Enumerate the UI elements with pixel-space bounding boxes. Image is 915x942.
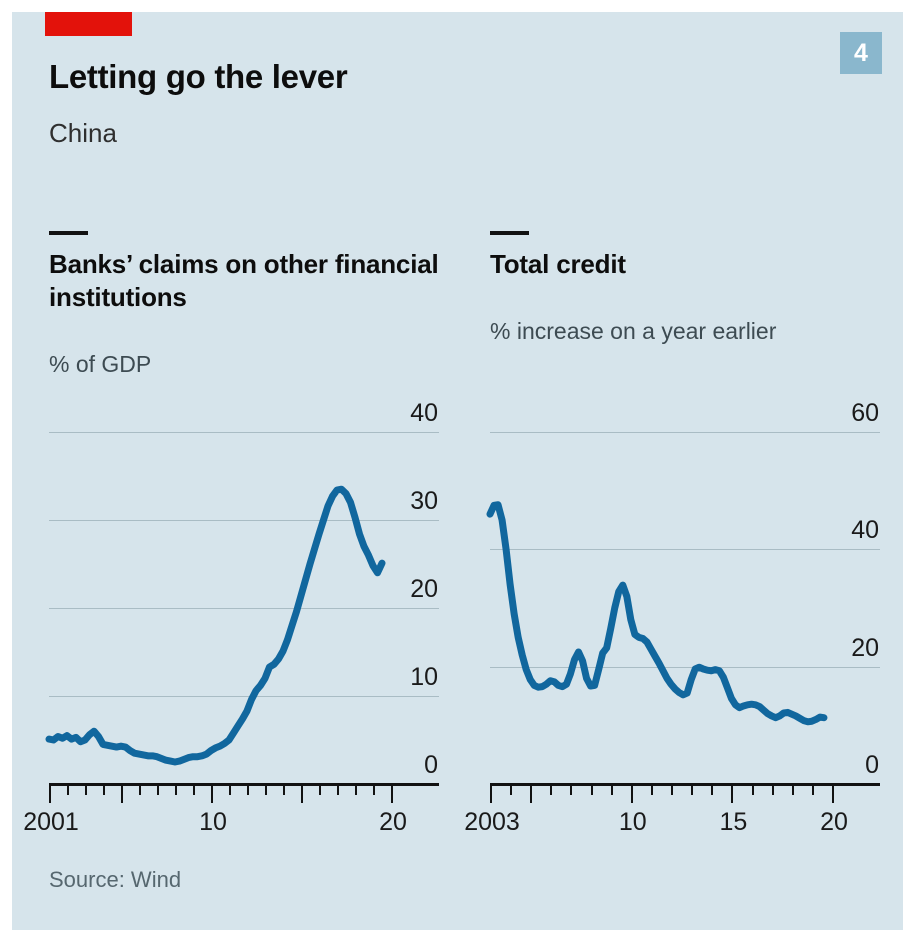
x-axis-minor-tick bbox=[811, 786, 814, 795]
x-axis-minor-tick bbox=[791, 786, 794, 795]
x-axis-tick-label: 20 bbox=[379, 808, 407, 836]
x-axis-minor-tick bbox=[550, 786, 553, 795]
x-axis-minor-tick bbox=[751, 786, 754, 795]
economist-red-tab bbox=[45, 12, 132, 36]
y-axis-tick-label: 40 bbox=[851, 516, 879, 545]
x-axis-tick-label: 20 bbox=[820, 808, 848, 836]
data-line bbox=[45, 485, 386, 766]
x-axis-minor-tick bbox=[283, 786, 285, 795]
x-axis-minor-tick bbox=[103, 786, 105, 795]
y-axis-tick-label: 0 bbox=[865, 751, 879, 779]
x-axis-minor-tick bbox=[711, 786, 714, 795]
page-title: Letting go the lever bbox=[49, 58, 348, 95]
x-axis-tick-label: 2003 bbox=[464, 808, 520, 836]
y-axis-tick-label: 10 bbox=[410, 663, 438, 691]
x-axis-minor-tick bbox=[510, 786, 513, 795]
x-axis-minor-tick bbox=[570, 786, 573, 795]
gridline bbox=[490, 432, 880, 433]
x-axis-minor-tick bbox=[590, 786, 593, 795]
y-axis-tick-label: 20 bbox=[410, 575, 438, 603]
x-axis-major-tick bbox=[211, 786, 213, 803]
x-axis-minor-tick bbox=[85, 786, 87, 795]
x-axis-tick-label: 15 bbox=[719, 808, 748, 836]
gridline bbox=[49, 520, 439, 521]
x-axis-minor-tick bbox=[650, 786, 653, 795]
y-axis-tick-label: 40 bbox=[410, 399, 438, 427]
panel-unit-label: % of GDP bbox=[49, 351, 152, 377]
panel-heading: Total credit bbox=[490, 249, 626, 279]
chart-banks-claims: 0 10 20 30 40 2001 10 20 bbox=[23, 399, 439, 836]
chart-total-credit: 0 20 40 60 2003 10 15 20 bbox=[464, 399, 880, 836]
x-axis-major-tick bbox=[490, 786, 492, 803]
panel-rule bbox=[490, 231, 529, 235]
y-axis-tick-label: 20 bbox=[851, 633, 879, 662]
x-axis-minor-tick bbox=[139, 786, 141, 795]
x-axis-minor-tick bbox=[771, 786, 774, 795]
gridline bbox=[49, 608, 439, 609]
panel-heading: Banks’ claims on other financial institu… bbox=[49, 249, 439, 312]
x-axis-minor-tick bbox=[610, 786, 613, 795]
y-axis-tick-label: 0 bbox=[424, 751, 438, 779]
x-axis-minor-tick bbox=[265, 786, 267, 795]
x-axis-tick-label: 2001 bbox=[23, 808, 79, 836]
x-axis-tick-label: 10 bbox=[199, 808, 227, 836]
series-layer bbox=[45, 485, 386, 766]
gridline bbox=[49, 696, 439, 697]
x-axis-minor-tick bbox=[247, 786, 249, 795]
x-axis-minor-tick bbox=[319, 786, 321, 795]
data-line bbox=[486, 501, 828, 726]
panel-rule bbox=[49, 231, 88, 235]
gridline bbox=[490, 666, 880, 668]
x-axis-major-tick bbox=[301, 786, 303, 803]
x-axis-minor-tick bbox=[337, 786, 339, 795]
x-axis-major-tick bbox=[121, 786, 123, 803]
x-axis-minor-tick bbox=[691, 786, 694, 795]
gridline bbox=[490, 549, 880, 551]
x-axis-line bbox=[49, 783, 439, 786]
x-axis-minor-tick bbox=[157, 786, 159, 795]
x-axis-major-tick bbox=[49, 786, 51, 803]
x-axis-major-tick bbox=[391, 786, 393, 803]
x-axis-minor-tick bbox=[193, 786, 195, 795]
x-axis-line bbox=[490, 783, 880, 786]
x-axis-minor-tick bbox=[67, 786, 69, 795]
y-axis-tick-label: 60 bbox=[851, 399, 879, 427]
x-axis-minor-tick bbox=[175, 786, 177, 795]
series-layer bbox=[486, 501, 828, 726]
y-axis-tick-label: 30 bbox=[410, 487, 438, 515]
panel-unit-label: % increase on a year earlier bbox=[490, 318, 777, 344]
x-axis-major-tick bbox=[630, 786, 633, 803]
figure-number-badge: 4 bbox=[840, 32, 882, 74]
x-axis-minor-tick bbox=[229, 786, 231, 795]
source-note: Source: Wind bbox=[49, 867, 182, 892]
x-axis-major-tick bbox=[731, 786, 734, 803]
x-axis-minor-tick bbox=[355, 786, 357, 795]
x-axis-major-tick bbox=[832, 786, 834, 803]
x-axis-tick-label: 10 bbox=[618, 808, 647, 836]
gridline bbox=[49, 432, 439, 433]
chart-figure: 4 Letting go the lever China Banks’ clai… bbox=[12, 12, 903, 930]
x-axis-minor-tick bbox=[671, 786, 674, 795]
page-subtitle: China bbox=[49, 118, 117, 148]
x-axis-minor-tick bbox=[373, 786, 375, 795]
x-axis-major-tick bbox=[530, 786, 533, 803]
